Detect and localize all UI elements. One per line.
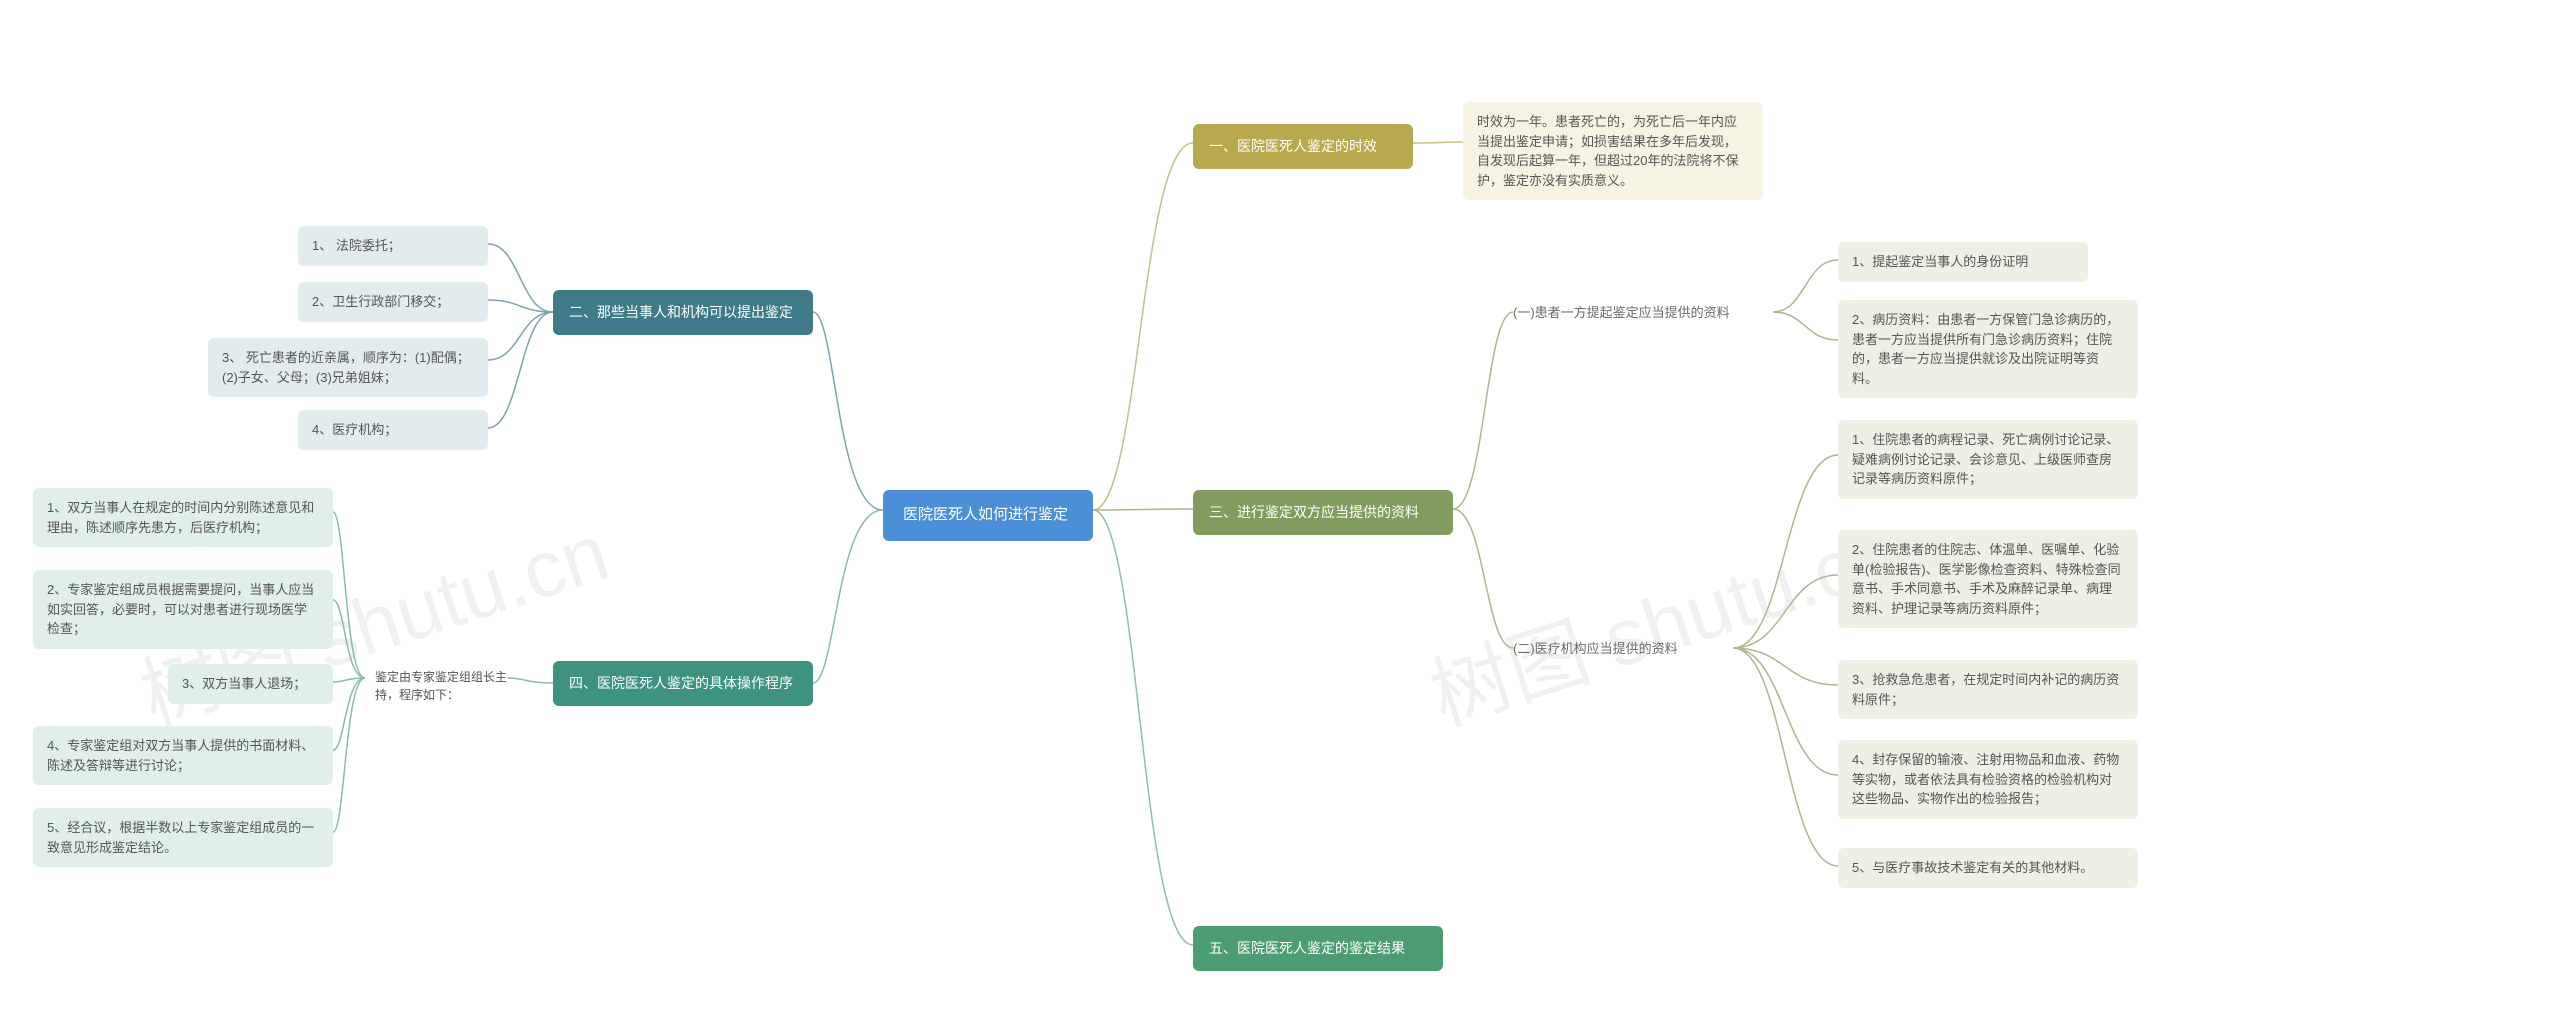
branch-3-sub-1-leaf-0: 1、住院患者的病程记录、死亡病例讨论记录、疑难病例讨论记录、会诊意见、上级医师查… [1838,420,2138,499]
branch-3-sub-0-leaf-1: 2、病历资料：由患者一方保管门急诊病历的，患者一方应当提供所有门急诊病历资料；住… [1838,300,2138,398]
branch-3-sub-1-leaf-4: 5、与医疗事故技术鉴定有关的其他材料。 [1838,848,2138,888]
branch-3-sub-1-leaf-3: 4、封存保留的输液、注射用物品和血液、药物等实物，或者依法具有检验资格的检验机构… [1838,740,2138,819]
branch-2-leaf-2: 3、 死亡患者的近亲属，顺序为：(1)配偶；(2)子女、父母；(3)兄弟姐妹； [208,338,488,397]
branch-4-sub-0-leaf-4: 5、经合议，根据半数以上专家鉴定组成员的一致意见形成鉴定结论。 [33,808,333,867]
branch-5[interactable]: 五、医院医死人鉴定的鉴定结果 [1193,926,1443,971]
branch-3-sub-1: (二)医疗机构应当提供的资料 [1513,638,1733,657]
branch-2-leaf-1: 2、卫生行政部门移交； [298,282,488,322]
branch-3-sub-0-leaf-0: 1、提起鉴定当事人的身份证明 [1838,242,2088,282]
branch-3-sub-0: (一)患者一方提起鉴定应当提供的资料 [1513,302,1773,321]
branch-1-leaf-0: 时效为一年。患者死亡的，为死亡后一年内应当提出鉴定申请；如损害结果在多年后发现，… [1463,102,1763,200]
branch-4-sub-0-leaf-3: 4、专家鉴定组对双方当事人提供的书面材料、陈述及答辩等进行讨论； [33,726,333,785]
branch-2-leaf-0: 1、 法院委托； [298,226,488,266]
branch-4-sub-0-leaf-2: 3、双方当事人退场； [168,664,333,704]
branch-2-leaf-3: 4、医疗机构； [298,410,488,450]
branch-4[interactable]: 四、医院医死人鉴定的具体操作程序 [553,661,813,706]
branch-4-sub-0: 鉴定由专家鉴定组组长主持，程序如下： [365,660,535,712]
branch-4-sub-0-leaf-1: 2、专家鉴定组成员根据需要提问，当事人应当如实回答，必要时，可以对患者进行现场医… [33,570,333,649]
branch-3[interactable]: 三、进行鉴定双方应当提供的资料 [1193,490,1453,535]
branch-3-sub-1-leaf-2: 3、抢救急危患者，在规定时间内补记的病历资料原件； [1838,660,2138,719]
watermark-2: 树图 shutu.cn [1414,488,1911,748]
branch-3-sub-1-leaf-1: 2、住院患者的住院志、体温单、医嘱单、化验单(检验报告)、医学影像检查资料、特殊… [1838,530,2138,628]
root-node[interactable]: 医院医死人如何进行鉴定 [883,490,1093,541]
branch-1[interactable]: 一、医院医死人鉴定的时效 [1193,124,1413,169]
branch-2[interactable]: 二、那些当事人和机构可以提出鉴定 [553,290,813,335]
branch-4-sub-0-leaf-0: 1、双方当事人在规定的时间内分别陈述意见和理由，陈述顺序先患方，后医疗机构； [33,488,333,547]
